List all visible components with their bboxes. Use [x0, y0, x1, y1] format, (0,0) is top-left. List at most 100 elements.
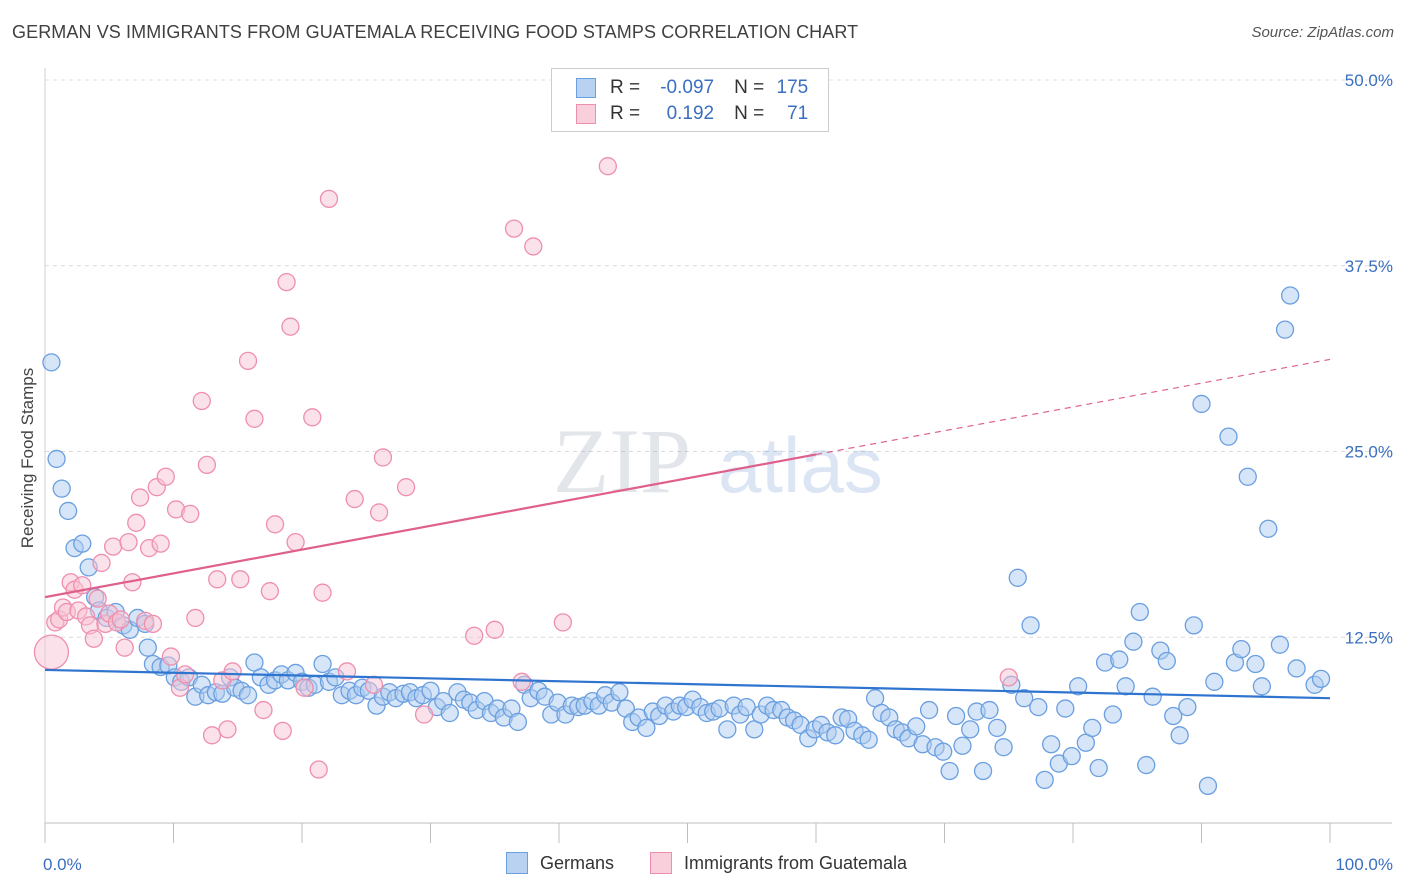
legend-r-label: R = [610, 77, 641, 98]
germans-point [1157, 651, 1176, 671]
germans-point [1178, 697, 1197, 717]
guatemala-point [598, 157, 617, 176]
guatemala-point [33, 634, 70, 670]
germans-point [946, 706, 966, 726]
germans-point [1252, 677, 1272, 696]
legend-row-guatemala: R = 0.192 N = 71 [576, 102, 808, 126]
legend-r-value: 0.192 [666, 103, 715, 124]
correlation-legend: R = -0.097 N = 175 R = 0.192 N = 71 [551, 68, 829, 132]
guatemala-point [309, 760, 328, 779]
germans-point [907, 717, 926, 736]
germans-point [313, 654, 332, 674]
germans-point [440, 703, 459, 723]
guatemala-point [245, 409, 264, 428]
germans-point [994, 738, 1013, 757]
bottom-legend-germans: Germans [506, 852, 614, 874]
germans-point [1164, 706, 1183, 726]
guatemala-point [181, 504, 200, 524]
guatemala-point [143, 614, 163, 634]
guatemala-point [553, 613, 573, 632]
guatemala-points [33, 157, 1018, 779]
germans-point [1110, 650, 1129, 669]
germans-point [1205, 672, 1224, 691]
source-label: Source: ZipAtlas.com [1251, 24, 1394, 41]
x-tick-label: 100.0% [1335, 855, 1393, 874]
guatemala-point [254, 700, 273, 720]
germans-point [1062, 746, 1081, 766]
guatemala-point [156, 467, 175, 486]
germans-trend-line [44, 668, 1331, 700]
germans-point [1056, 699, 1075, 718]
germans-point [1021, 616, 1040, 635]
legend-row-germans: R = -0.097 N = 175 [576, 76, 808, 100]
germans-point [1232, 639, 1251, 659]
germans-point [1192, 394, 1211, 414]
germans-point [919, 700, 939, 720]
guatemala-point [186, 608, 205, 628]
guatemala-point [303, 408, 322, 427]
legend-r-value: -0.097 [660, 77, 715, 98]
germans-point [1089, 758, 1108, 778]
watermark-zip: ZIP [553, 410, 691, 512]
germans-point [940, 761, 959, 781]
guatemala-point [281, 317, 300, 336]
germans-point [1008, 568, 1027, 587]
germans-point [610, 683, 629, 702]
germans-point [1311, 669, 1331, 689]
germans-point [961, 720, 980, 739]
germans-point [1116, 677, 1135, 696]
guatemala-point [313, 583, 332, 602]
guatemala-point [202, 726, 222, 745]
watermark-atlas: atlas [718, 421, 883, 509]
y-tick-label: 37.5% [1345, 257, 1393, 276]
germans-point [47, 449, 66, 469]
guatemala-point [175, 665, 195, 684]
guatemala-point [231, 570, 250, 589]
germans-point [1029, 697, 1048, 717]
guatemala-point [364, 675, 384, 694]
guatemala-point [127, 513, 146, 532]
x-tick-label: 0.0% [43, 855, 82, 874]
legend-n-value: 71 [787, 103, 809, 124]
germans-point [421, 681, 440, 700]
legend-n-label: N = [734, 103, 765, 124]
guatemala-point [345, 489, 364, 509]
guatemala-point [319, 189, 339, 209]
germans-point [1103, 705, 1122, 724]
y-tick-label: 25.0% [1345, 443, 1393, 462]
guatemala-point [161, 647, 181, 666]
y-tick-label: 12.5% [1345, 628, 1393, 647]
bottom-legend-label-guatemala: Immigrants from Guatemala [684, 852, 908, 873]
germans-point [718, 720, 737, 739]
bottom-legend-swatch-guatemala [650, 852, 672, 874]
legend-n-label: N = [734, 77, 765, 98]
guatemala-point [218, 720, 237, 739]
germans-point [238, 686, 258, 705]
germans-point [1287, 659, 1306, 678]
germans-point [1035, 770, 1054, 790]
germans-point [138, 638, 157, 657]
guatemala-point [504, 219, 524, 238]
germans-point [42, 353, 61, 372]
legend-r-label: R = [610, 103, 641, 124]
germans-point [953, 736, 972, 755]
guatemala-point [295, 678, 314, 697]
chart-title: GERMAN VS IMMIGRANTS FROM GUATEMALA RECE… [12, 22, 859, 42]
watermark: ZIP atlas [553, 410, 883, 512]
germans-point [1124, 632, 1143, 651]
germans-point [52, 479, 71, 498]
germans-point [1143, 687, 1162, 706]
guatemala-trend-line [44, 453, 817, 599]
guatemala-point [286, 532, 305, 552]
guatemala-point [223, 662, 242, 681]
guatemala-point [197, 455, 217, 475]
guatemala-point [192, 391, 211, 411]
germans-point [1275, 320, 1295, 339]
guatemala-trend-extension [815, 358, 1331, 456]
germans-point [1219, 427, 1238, 446]
guatemala-point [524, 237, 543, 256]
trend-lines [44, 358, 1331, 700]
germans-point [58, 501, 78, 521]
guatemala-point [151, 534, 170, 553]
